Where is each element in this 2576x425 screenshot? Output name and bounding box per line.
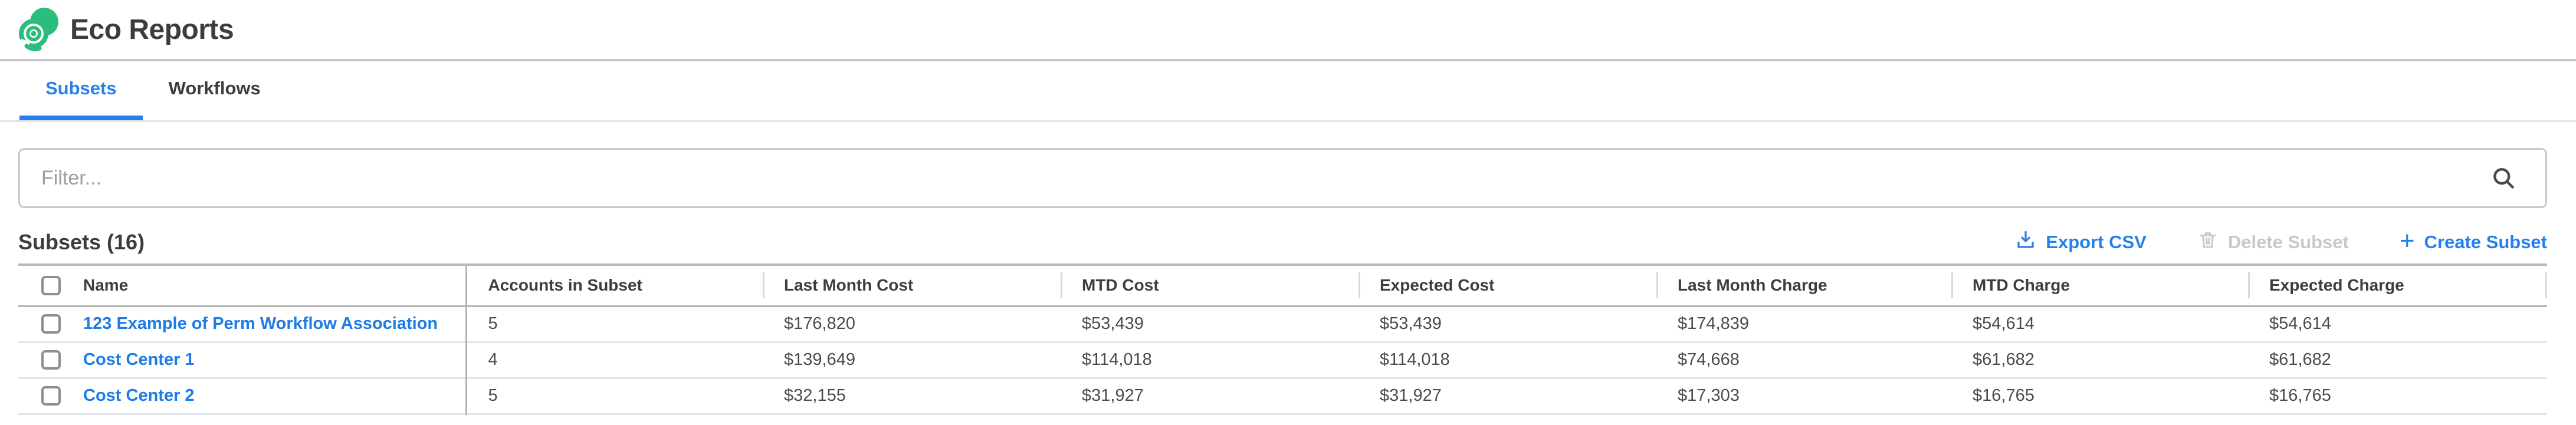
app-header: Eco Reports — [0, 0, 2576, 61]
cell-expected-charge: $16,765 — [2269, 386, 2331, 405]
column-header-accounts: Accounts in Subset — [465, 265, 763, 306]
column-header-last-month-cost: Last Month Cost — [763, 265, 1061, 306]
select-all-checkbox[interactable] — [41, 275, 61, 295]
cell-accounts: 4 — [465, 342, 763, 378]
download-icon — [2015, 229, 2036, 255]
cell-expected-charge: $61,682 — [2269, 350, 2331, 369]
delete-subset-button[interactable]: Delete Subset — [2197, 229, 2349, 255]
tab-bar: Subsets Workflows — [0, 61, 2576, 122]
table-row: Cost Center 2 5 $32,155 $31,927 $31,927 … — [18, 378, 2547, 414]
eco-logo-icon — [18, 7, 58, 52]
cell-accounts: 5 — [465, 306, 763, 342]
export-csv-button[interactable]: Export CSV — [2015, 229, 2147, 255]
search-icon — [2490, 165, 2516, 191]
cell-expected-cost: $114,018 — [1380, 350, 1450, 369]
column-header-mtd-charge: MTD Charge — [1951, 265, 2248, 306]
subset-name-link[interactable]: 123 Example of Perm Workflow Association — [83, 314, 438, 333]
page-title: Eco Reports — [70, 14, 234, 45]
subset-name-link[interactable]: Cost Center 2 — [83, 386, 195, 405]
cell-mtd-cost: $53,439 — [1082, 314, 1144, 333]
row-checkbox[interactable] — [41, 350, 61, 370]
create-subset-button[interactable]: + Create Subset — [2399, 226, 2547, 255]
plus-icon: + — [2399, 226, 2415, 255]
filter-bar — [18, 148, 2547, 208]
row-checkbox[interactable] — [41, 314, 61, 334]
table-row: 123 Example of Perm Workflow Association… — [18, 306, 2547, 342]
column-header-name: Name — [83, 276, 129, 295]
cell-mtd-charge: $16,765 — [1973, 386, 2034, 405]
cell-accounts: 5 — [465, 378, 763, 414]
cell-last-month-cost: $139,649 — [784, 350, 855, 369]
tab-workflows-label: Workflows — [168, 78, 261, 98]
table-header-row: Name Accounts in Subset Last Month Cost … — [18, 265, 2547, 306]
cell-expected-charge: $54,614 — [2269, 314, 2331, 333]
subsets-toolbar: Subsets (16) Export CSV — [18, 228, 2547, 256]
create-subset-label: Create Subset — [2424, 232, 2547, 252]
subset-name-link[interactable]: Cost Center 1 — [83, 350, 195, 369]
filter-input[interactable] — [18, 148, 2547, 208]
cell-mtd-charge: $54,614 — [1973, 314, 2034, 333]
tab-workflows[interactable]: Workflows — [143, 61, 287, 120]
cell-last-month-charge: $174,839 — [1678, 314, 1749, 333]
export-csv-label: Export CSV — [2046, 232, 2147, 252]
column-header-expected-cost: Expected Cost — [1358, 265, 1656, 306]
cell-last-month-charge: $74,668 — [1678, 350, 1740, 369]
cell-mtd-charge: $61,682 — [1973, 350, 2034, 369]
trash-icon — [2197, 229, 2219, 255]
cell-mtd-cost: $31,927 — [1082, 386, 1144, 405]
column-header-mtd-cost: MTD Cost — [1061, 265, 1358, 306]
row-checkbox[interactable] — [41, 386, 61, 406]
cell-last-month-charge: $17,303 — [1678, 386, 1740, 405]
tab-subsets[interactable]: Subsets — [19, 61, 143, 120]
toolbar-actions: Export CSV Delete Subset + Create Subset — [2015, 226, 2547, 255]
tab-subsets-label: Subsets — [45, 78, 117, 98]
subsets-table: Name Accounts in Subset Last Month Cost … — [18, 263, 2547, 415]
cell-last-month-cost: $176,820 — [784, 314, 855, 333]
column-header-expected-charge: Expected Charge — [2248, 265, 2547, 306]
table-row: Cost Center 1 4 $139,649 $114,018 $114,0… — [18, 342, 2547, 378]
cell-mtd-cost: $114,018 — [1082, 350, 1152, 369]
delete-subset-label: Delete Subset — [2227, 232, 2349, 252]
cell-expected-cost: $31,927 — [1380, 386, 1442, 405]
column-header-last-month-charge: Last Month Charge — [1656, 265, 1951, 306]
subsets-heading: Subsets (16) — [18, 230, 145, 254]
cell-last-month-cost: $32,155 — [784, 386, 846, 405]
cell-expected-cost: $53,439 — [1380, 314, 1442, 333]
